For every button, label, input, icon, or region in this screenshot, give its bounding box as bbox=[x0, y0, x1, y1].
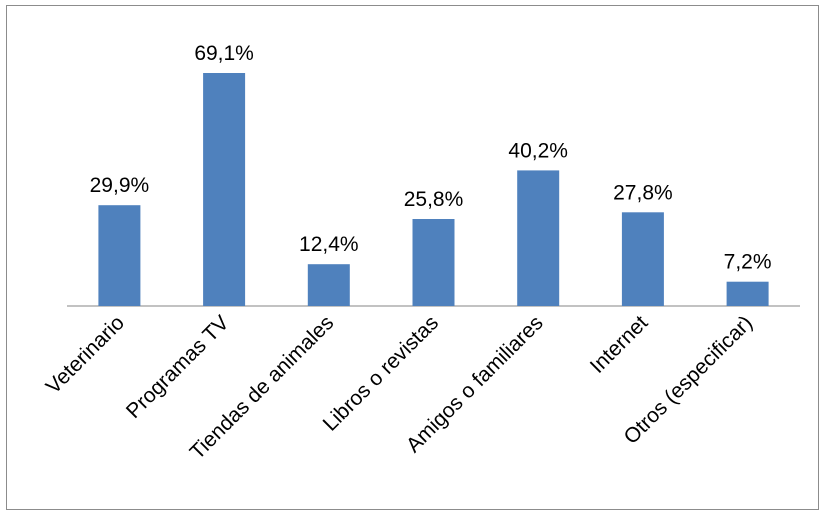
bar bbox=[203, 73, 246, 306]
data-label: 69,1% bbox=[194, 42, 254, 65]
x-tick-label: Programas TV bbox=[122, 311, 234, 423]
data-label: 12,4% bbox=[299, 233, 359, 256]
data-label: 25,8% bbox=[404, 188, 464, 211]
bar bbox=[726, 281, 769, 306]
x-tick-label: Internet bbox=[586, 311, 653, 378]
data-label: 27,8% bbox=[613, 181, 673, 204]
bar bbox=[412, 219, 455, 306]
data-label: 7,2% bbox=[724, 251, 772, 274]
bar bbox=[98, 205, 141, 306]
data-label: 40,2% bbox=[508, 139, 568, 162]
bar bbox=[517, 170, 560, 306]
bar bbox=[307, 264, 350, 306]
x-tick-label: Veterinario bbox=[42, 311, 129, 398]
data-label: 29,9% bbox=[90, 174, 150, 197]
bar bbox=[621, 212, 664, 306]
